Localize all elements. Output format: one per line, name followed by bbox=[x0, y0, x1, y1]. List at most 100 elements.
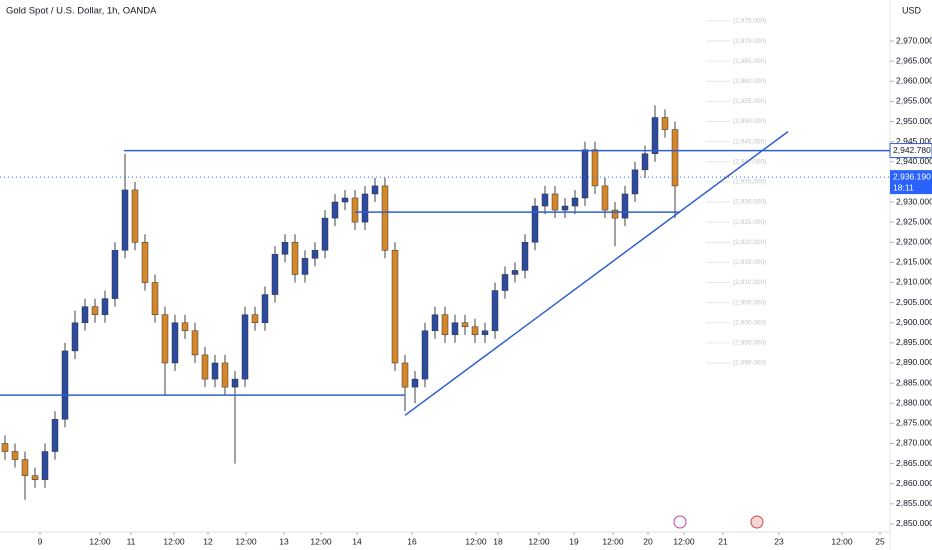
level-label: (2,910.000) bbox=[733, 279, 766, 286]
x-tick-label: 12 bbox=[203, 536, 213, 546]
event-icons bbox=[673, 515, 764, 529]
x-tick-label: 18 bbox=[493, 536, 503, 546]
candle-body bbox=[91, 306, 99, 315]
candle-body bbox=[11, 451, 19, 460]
y-tick-label: 2,900.000 bbox=[896, 317, 932, 327]
candle-body bbox=[511, 270, 519, 275]
candle-body bbox=[561, 205, 569, 211]
level-label: (2,900.000) bbox=[733, 319, 766, 326]
level-label: (2,970.000) bbox=[733, 38, 766, 45]
candle-body bbox=[631, 169, 639, 195]
candle-body bbox=[321, 217, 329, 251]
candle-body bbox=[371, 185, 379, 195]
candle-body bbox=[281, 242, 289, 255]
candle-body bbox=[221, 362, 229, 388]
candle-body bbox=[311, 250, 319, 259]
y-tick-label: 2,945.000 bbox=[896, 136, 932, 146]
x-tick-label: 12:00 bbox=[89, 536, 111, 546]
level-label: (2,905.000) bbox=[733, 299, 766, 306]
candle-body bbox=[591, 149, 599, 187]
price-tag bbox=[889, 143, 932, 159]
candle-body bbox=[331, 201, 339, 219]
candle-body bbox=[391, 250, 399, 364]
x-tick-label: 20 bbox=[643, 536, 653, 546]
candle-body bbox=[51, 419, 59, 452]
x-tick-label: 23 bbox=[774, 536, 784, 546]
level-label: (2,890.000) bbox=[733, 360, 766, 367]
currency-label: USD bbox=[902, 5, 922, 15]
candle-body bbox=[251, 314, 259, 323]
candle-body bbox=[551, 193, 559, 211]
candle-body bbox=[621, 193, 629, 219]
candle-body bbox=[41, 451, 49, 480]
y-tick-label: 2,960.000 bbox=[896, 76, 932, 86]
y-tick-label: 2,850.000 bbox=[896, 518, 932, 528]
x-tick-label: 9 bbox=[38, 536, 43, 546]
level-label: (2,925.000) bbox=[733, 219, 766, 226]
y-tick-label: 2,870.000 bbox=[896, 438, 932, 448]
candle-body bbox=[661, 117, 669, 130]
candle-body bbox=[141, 242, 149, 283]
candle-body bbox=[451, 322, 459, 336]
candle-body bbox=[521, 242, 529, 271]
last-price-label: 2,936.190 bbox=[893, 171, 931, 181]
candle-body bbox=[151, 282, 159, 315]
candle-body bbox=[501, 274, 509, 291]
candle-body bbox=[491, 290, 499, 332]
y-tick-label: 2,930.000 bbox=[896, 196, 932, 206]
candle-body bbox=[161, 314, 169, 364]
x-tick-label: 12:00 bbox=[163, 536, 185, 546]
candle-body bbox=[181, 322, 189, 332]
x-tick-label: 11 bbox=[127, 536, 136, 546]
x-tick-label: 12:00 bbox=[465, 536, 487, 546]
last-price-tag bbox=[890, 170, 932, 195]
y-tick-label: 2,925.000 bbox=[896, 216, 932, 226]
candle-body bbox=[541, 193, 549, 207]
x-tick-label: 12:00 bbox=[235, 536, 257, 546]
level-label: (2,920.000) bbox=[733, 239, 766, 246]
x-tick-label: 21 bbox=[718, 536, 728, 546]
candle-body bbox=[531, 205, 539, 243]
candle-body bbox=[411, 378, 419, 388]
y-tick-label: 2,875.000 bbox=[896, 418, 932, 428]
level-label: (2,945.000) bbox=[733, 138, 766, 145]
x-tick-label: 12:00 bbox=[831, 536, 853, 546]
candle-body bbox=[261, 294, 269, 323]
x-tick-label: 12:00 bbox=[602, 536, 624, 546]
y-tick-label: 2,855.000 bbox=[896, 498, 932, 508]
candle-body bbox=[421, 330, 429, 380]
candle-body bbox=[201, 354, 209, 380]
y-tick-label: 2,970.000 bbox=[896, 35, 932, 45]
candle-body bbox=[471, 326, 479, 336]
trendline bbox=[404, 130, 789, 416]
y-tick-label: 2,905.000 bbox=[896, 297, 932, 307]
event-icon[interactable] bbox=[750, 515, 764, 529]
y-tick-label: 2,950.000 bbox=[896, 116, 932, 126]
y-tick-label: 2,885.000 bbox=[896, 377, 932, 387]
candle-body bbox=[581, 149, 589, 199]
candle-body bbox=[111, 250, 119, 299]
level-label: (2,940.000) bbox=[733, 158, 766, 165]
level-label: (2,960.000) bbox=[733, 78, 766, 85]
x-tick-label: 14 bbox=[352, 536, 362, 546]
candle-body bbox=[481, 330, 489, 336]
candle-body bbox=[601, 185, 609, 211]
candle-body bbox=[611, 209, 619, 219]
candle-body bbox=[651, 117, 659, 154]
x-tick-label: 13 bbox=[279, 536, 289, 546]
level-label: (2,895.000) bbox=[733, 340, 766, 347]
price-tag-label: 2,942.780 bbox=[893, 145, 931, 155]
candle-body bbox=[671, 129, 679, 187]
candle-body bbox=[271, 254, 279, 295]
candle-body bbox=[31, 475, 39, 480]
event-icon[interactable] bbox=[673, 515, 687, 529]
y-tick-label: 2,955.000 bbox=[896, 96, 932, 106]
candle-body bbox=[131, 189, 139, 243]
y-tick-label: 2,865.000 bbox=[896, 458, 932, 468]
candle-body bbox=[171, 322, 179, 364]
level-label: (2,935.000) bbox=[733, 179, 766, 186]
x-tick-label: 12:00 bbox=[673, 536, 695, 546]
y-tick-label: 2,940.000 bbox=[896, 156, 932, 166]
